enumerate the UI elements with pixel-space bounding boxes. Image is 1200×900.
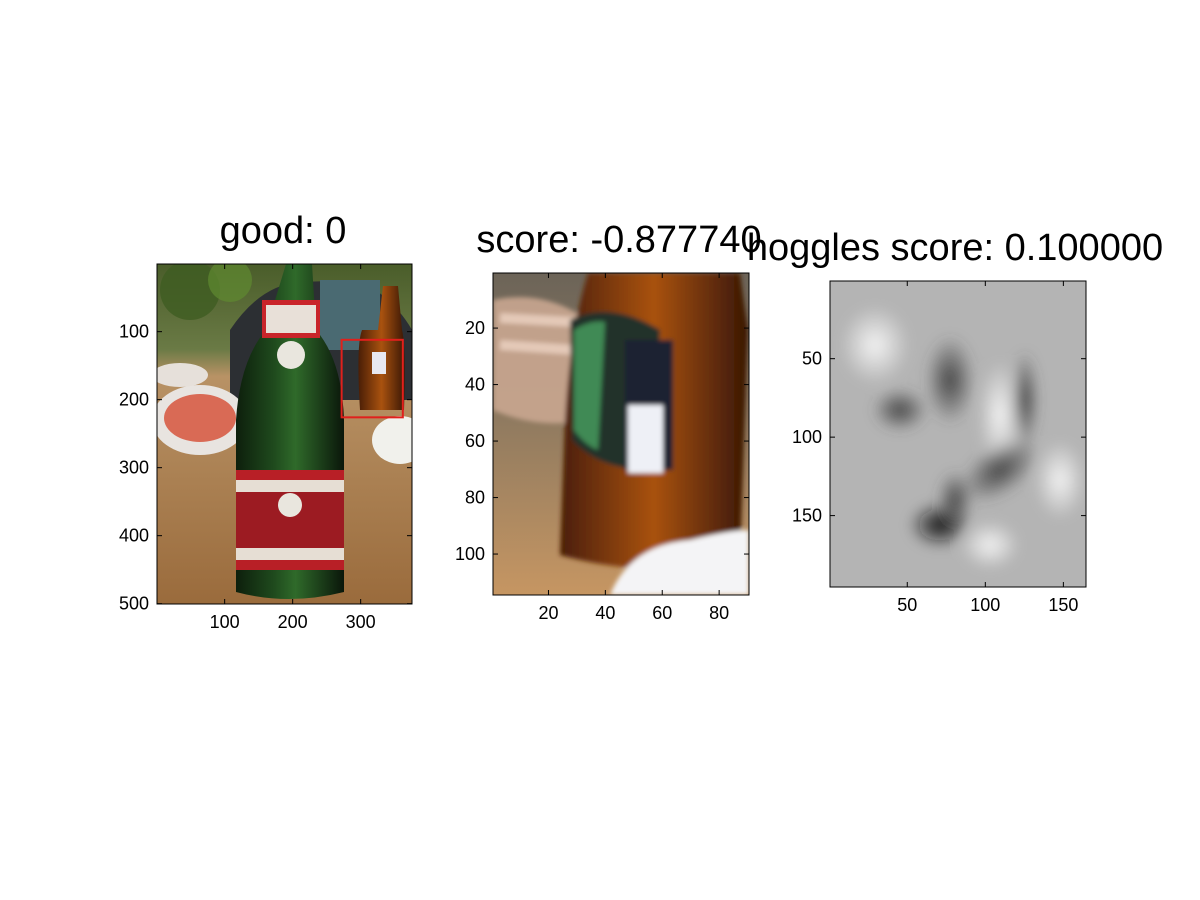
panel-1-xtick-label: 200	[278, 612, 308, 632]
panel-2-ytick-label: 80	[465, 488, 485, 508]
panel-1-ytick-label: 200	[119, 390, 149, 410]
panel-3-ytick-label: 50	[802, 349, 822, 369]
panel-1-frame	[156, 263, 413, 605]
panel-2-ytick-label: 40	[465, 375, 485, 395]
panel-1-ytick-label: 300	[119, 458, 149, 478]
panel-3-xtick-label: 50	[897, 595, 917, 615]
panel-3-xtick-label: 100	[970, 595, 1000, 615]
panel-3-xtick-label: 150	[1048, 595, 1078, 615]
panel-1: good: 0	[119, 210, 413, 632]
panel-2-xtick-label: 20	[538, 603, 558, 623]
panel-3-ytick-label: 150	[792, 506, 822, 526]
panel-3-heatmap	[830, 281, 1086, 587]
panel-2-ytick-label: 60	[465, 431, 485, 451]
panel-3-frame	[829, 280, 1087, 588]
panel-1-axes: 100 200 300 100 200 300 400 500	[119, 264, 412, 632]
panel-2-photo	[493, 273, 749, 595]
panel-2-xtick-label: 40	[595, 603, 615, 623]
panel-2-ytick-label: 100	[455, 544, 485, 564]
panel-2-xtick-label: 60	[652, 603, 672, 623]
panel-2-frame	[492, 272, 750, 596]
detection-box	[340, 338, 404, 419]
panel-1-ytick-label: 500	[119, 594, 149, 614]
panel-1-xtick-label: 300	[346, 612, 376, 632]
panel-2-axes: 20 40 60 80 20 40 60 80 100	[455, 273, 749, 623]
panel-1-title: good: 0	[220, 210, 347, 252]
panel-2-ytick-label: 20	[465, 318, 485, 338]
panel-3: hoggles score: 0.100000 50 100 150 50 100 150	[747, 227, 1163, 615]
panel-3-ytick-label: 100	[792, 427, 822, 447]
panel-1-xtick-label: 100	[210, 612, 240, 632]
panel-3-title: hoggles score: 0.100000	[747, 227, 1163, 269]
panel-2-title: score: -0.877740	[476, 219, 761, 261]
panel-3-axes: 50 100 150 50 100 150	[792, 281, 1086, 615]
panel-1-photo	[157, 264, 412, 604]
panel-1-ytick-label: 400	[119, 526, 149, 546]
panel-2-xtick-label: 80	[709, 603, 729, 623]
panel-1-ytick-label: 100	[119, 322, 149, 342]
panel-2: score: -0.877740 20 40 60 80 20 40 60 80 100	[455, 219, 762, 623]
